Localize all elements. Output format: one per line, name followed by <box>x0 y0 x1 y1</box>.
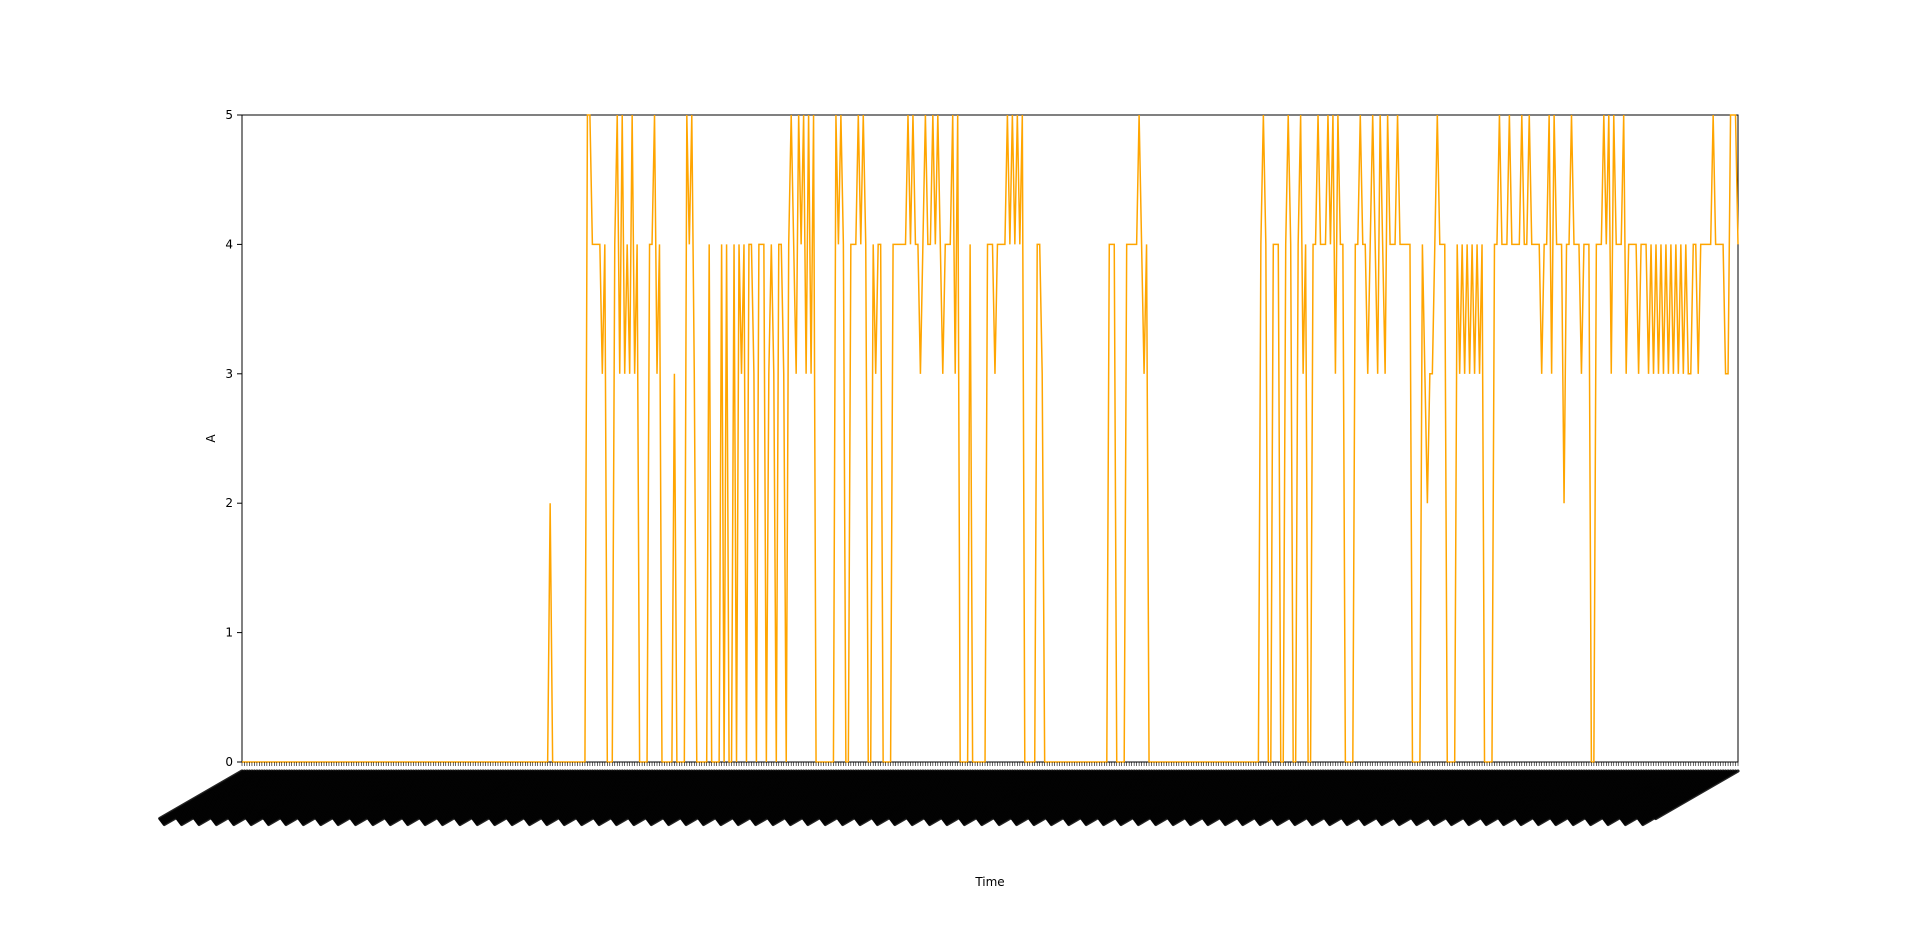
plot-area <box>241 114 1739 763</box>
y-axis: 0 1 2 3 4 5 <box>225 108 242 769</box>
x-axis-label: Time <box>974 875 1004 889</box>
y-axis-label: A <box>204 434 218 443</box>
y-tick-label: 2 <box>225 496 233 510</box>
y-tick-label: 4 <box>225 237 233 251</box>
x-tick-label <box>1654 769 1740 821</box>
y-tick-label: 3 <box>225 367 233 381</box>
y-tick-label: 1 <box>225 626 233 640</box>
x-axis <box>158 762 1740 827</box>
plot-frame <box>241 114 1739 763</box>
series-line <box>242 114 1739 763</box>
y-tick-label: 0 <box>225 755 233 769</box>
y-tick-label: 5 <box>225 108 233 122</box>
